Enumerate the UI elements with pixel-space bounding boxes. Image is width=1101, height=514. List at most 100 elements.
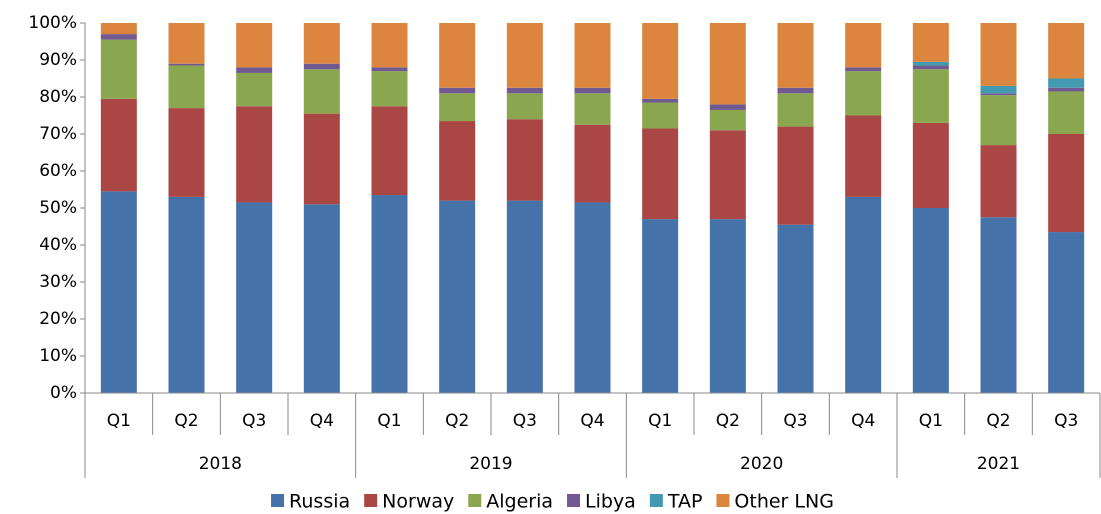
bar-segment: [100, 191, 137, 393]
bar-segment: [777, 126, 814, 225]
bar-segment: [168, 63, 205, 66]
bar-segment: [709, 23, 746, 105]
bar-segment: [642, 23, 679, 99]
legend-swatch: [468, 494, 482, 507]
y-tick-label: 80%: [39, 87, 77, 107]
bar-segment: [236, 72, 273, 107]
x-tick-label: Q4: [851, 411, 875, 431]
legend-label: Algeria: [486, 491, 553, 513]
bar-segment: [236, 23, 273, 68]
bar-segment: [236, 67, 273, 73]
bar-segment: [236, 202, 273, 393]
bar-segment: [506, 87, 543, 94]
x-tick-label: Q2: [445, 411, 469, 431]
legend-label: Libya: [585, 491, 636, 513]
bar-segment: [439, 93, 476, 122]
bar-segment: [100, 39, 137, 99]
bar-segment: [777, 23, 814, 88]
bar-segment: [168, 65, 205, 109]
group-label: 2019: [469, 454, 512, 474]
bar-segment: [912, 65, 949, 70]
legend-label: Russia: [289, 491, 350, 513]
x-tick-label: Q1: [107, 411, 131, 431]
bar-segment: [1048, 23, 1085, 79]
bar-segment: [1048, 78, 1085, 88]
bar-segment: [709, 219, 746, 393]
bar-segment: [1048, 87, 1085, 92]
bar-segment: [506, 93, 543, 120]
bar-segment: [777, 224, 814, 393]
y-tick-label: 20%: [39, 309, 77, 329]
bar-segment: [371, 195, 408, 393]
x-tick-label: Q1: [648, 411, 672, 431]
legend-label: Norway: [382, 491, 454, 513]
y-tick-label: 10%: [39, 346, 77, 366]
bar-segment: [371, 71, 408, 107]
bar-segment: [371, 67, 408, 72]
bar-segment: [574, 87, 611, 94]
x-tick-label: Q3: [1054, 411, 1078, 431]
bar-segment: [303, 113, 340, 205]
bar-segment: [912, 61, 949, 66]
bar-segment: [100, 34, 137, 40]
bar-segment: [303, 69, 340, 114]
legend-swatch: [649, 494, 663, 507]
bar-segment: [980, 217, 1017, 393]
bar-segment: [236, 106, 273, 203]
x-tick-label: Q2: [716, 411, 740, 431]
x-tick-label: Q3: [783, 411, 807, 431]
legend-label: Other LNG: [734, 491, 834, 513]
y-tick-label: 90%: [39, 50, 77, 70]
bar-segment: [845, 23, 882, 68]
bar-segment: [168, 23, 205, 64]
legend-swatch: [567, 494, 581, 507]
y-tick-label: 70%: [39, 124, 77, 144]
bar-segment: [845, 115, 882, 197]
bar-segment: [709, 104, 746, 110]
bar-segment: [980, 85, 1017, 94]
group-label: 2021: [977, 454, 1020, 474]
bar-segment: [574, 93, 611, 125]
y-tick-label: 0%: [50, 383, 77, 403]
legend-swatch: [364, 494, 378, 507]
x-tick-label: Q3: [513, 411, 537, 431]
bar-segment: [168, 108, 205, 197]
legend-swatch: [271, 494, 285, 507]
bar-segment: [709, 130, 746, 220]
bar-segment: [642, 102, 679, 129]
bar-segment: [506, 200, 543, 393]
bar-segment: [845, 196, 882, 393]
bar-segment: [777, 87, 814, 94]
bar-segment: [371, 106, 408, 196]
bar-segment: [574, 23, 611, 88]
bar-segment: [100, 23, 137, 35]
bar-segment: [100, 98, 137, 192]
bar-segment: [371, 23, 408, 68]
y-tick-label: 60%: [39, 161, 77, 181]
x-tick-label: Q1: [919, 411, 943, 431]
y-tick-label: 30%: [39, 272, 77, 292]
x-tick-label: Q4: [580, 411, 604, 431]
bar-segment: [439, 23, 476, 88]
group-label: 2018: [199, 454, 242, 474]
y-tick-label: 100%: [28, 13, 77, 33]
bar-segment: [303, 63, 340, 70]
y-tick-label: 40%: [39, 235, 77, 255]
bar-segment: [777, 93, 814, 127]
legend-swatch: [716, 494, 730, 507]
bar-segment: [1048, 91, 1085, 134]
bar-segment: [168, 196, 205, 393]
bar-segment: [709, 109, 746, 131]
bar-segment: [1048, 232, 1085, 393]
x-tick-label: Q2: [174, 411, 198, 431]
bar-segment: [439, 121, 476, 201]
bar-segment: [439, 87, 476, 94]
bar-segment: [980, 93, 1017, 96]
group-label: 2020: [740, 454, 783, 474]
bar-segment: [845, 67, 882, 72]
bar-segment: [303, 204, 340, 393]
bar-segment: [574, 124, 611, 203]
x-tick-label: Q3: [242, 411, 266, 431]
bar-segment: [912, 69, 949, 123]
